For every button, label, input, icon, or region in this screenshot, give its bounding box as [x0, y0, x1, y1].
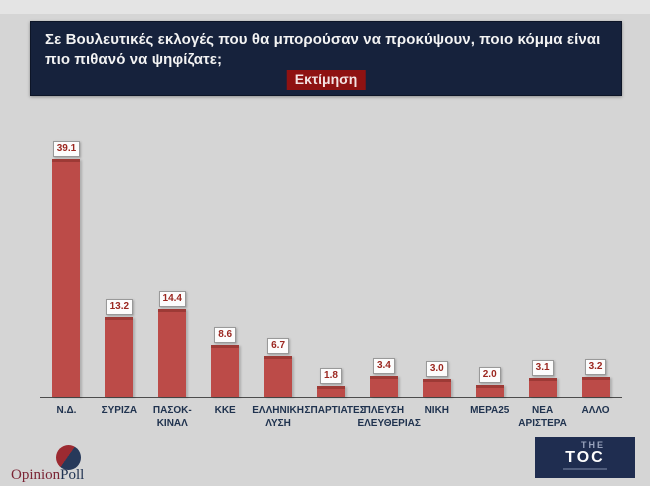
thetoc-logo-tagline	[563, 467, 607, 470]
bar	[264, 356, 293, 397]
bar-column: 13.2	[93, 299, 146, 397]
category-label: ΝΙΚΗ	[424, 405, 450, 416]
bar-value-label: 39.1	[52, 141, 81, 157]
question-panel: Σε Βουλευτικές εκλογές που θα μπορούσαν …	[30, 21, 622, 96]
category-label: Ν.Δ.	[56, 405, 77, 416]
category-label: ΜΕΡΑ25	[470, 405, 510, 416]
bar-column: 3.4	[357, 358, 410, 397]
category-label: ΚΚΕ	[214, 405, 236, 416]
bar-value-label: 2.0	[478, 367, 501, 383]
thetoc-logo-toc: TOC	[565, 449, 605, 466]
bar	[369, 376, 398, 397]
bar-value-label: 3.1	[531, 360, 554, 376]
bar	[52, 159, 81, 397]
bar-column: 1.8	[305, 368, 358, 397]
bar	[158, 309, 187, 397]
bar-column: 3.2	[569, 359, 622, 397]
bar-column: 3.1	[516, 360, 569, 397]
bar-chart: 39.1 13.2 14.4 8.6 6.7 1.8 3.4 3.0 2.0 3…	[40, 141, 622, 430]
bar-column: 14.4	[146, 291, 199, 397]
bar-value-label: 6.7	[267, 338, 290, 354]
plot-area: 39.1 13.2 14.4 8.6 6.7 1.8 3.4 3.0 2.0 3…	[40, 141, 622, 398]
bar-column: 8.6	[199, 327, 252, 397]
bar-value-label: 3.0	[425, 361, 448, 377]
bar	[475, 385, 504, 397]
category-label: ΕΛΛΗΝΙΚΗ ΛΥΣΗ	[252, 405, 304, 429]
poll-question: Σε Βουλευτικές εκλογές που θα μπορούσαν …	[45, 31, 601, 69]
bar-value-label: 14.4	[158, 291, 186, 307]
thetoc-logo-the: THE	[581, 440, 605, 450]
category-label: ΣΠΑΡΤΙΑΤΕΣ	[304, 405, 366, 416]
opinionpoll-wordmark-poll: Poll	[60, 467, 85, 483]
category-label: ΣΥΡΙΖΑ	[101, 405, 138, 416]
estimate-badge: Εκτίμηση	[286, 69, 366, 90]
bar-value-label: 3.4	[372, 358, 395, 374]
category-label: ΠΛΕΥΣΗ ΕΛΕΥΘΕΡΙΑΣ	[357, 405, 421, 429]
opinionpoll-circle-icon	[56, 445, 81, 470]
bar	[528, 378, 557, 397]
category-label: ΠΑΣΟΚ- ΚΙΝΑΛ	[152, 405, 192, 429]
thetoc-logo: THE TOC	[535, 437, 635, 478]
category-label: ΑΛΛΟ	[581, 405, 610, 416]
bar-value-label: 13.2	[105, 299, 134, 315]
top-strip	[0, 0, 650, 14]
opinionpoll-logo: OpinionPoll	[11, 445, 121, 484]
bar-column: 6.7	[252, 338, 305, 397]
opinionpoll-wordmark: OpinionPoll	[11, 467, 121, 484]
bar-value-label: 3.2	[584, 359, 607, 375]
bar	[316, 386, 345, 397]
category-axis: Ν.Δ. ΣΥΡΙΖΑ ΠΑΣΟΚ- ΚΙΝΑΛ ΚΚΕ ΕΛΛΗΝΙΚΗ ΛΥΣΗ ΣΠ…	[40, 404, 622, 430]
bar-column: 2.0	[463, 367, 516, 397]
bar-column: 39.1	[40, 141, 93, 397]
bar-column: 3.0	[410, 361, 463, 397]
bar-value-label: 1.8	[320, 368, 342, 384]
category-label: ΝΕΑ ΑΡΙΣΤΕΡΑ	[518, 405, 567, 429]
opinionpoll-wordmark-opinion: Opinion	[11, 467, 61, 483]
bar	[422, 379, 451, 397]
bar	[105, 317, 134, 397]
bar-value-label: 8.6	[214, 327, 237, 343]
bar	[211, 345, 240, 397]
bar	[581, 377, 610, 397]
